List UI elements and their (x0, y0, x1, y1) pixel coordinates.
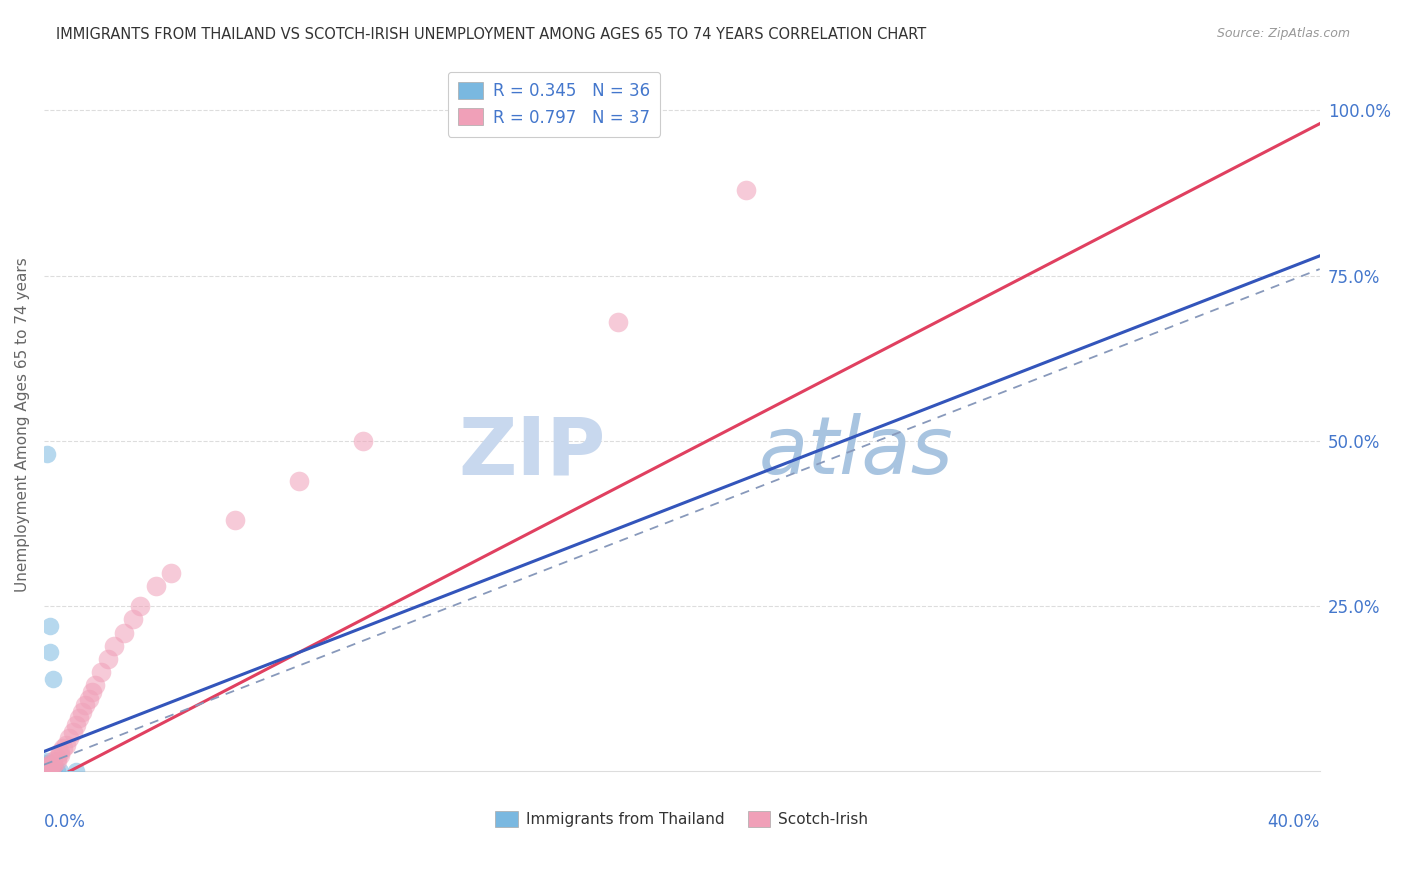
Point (32, 763, 55, 777)
Point (35, 763, 58, 777)
Point (35, 763, 58, 777)
Point (35, 761, 58, 775)
Point (35, 756, 58, 771)
Point (607, 315, 630, 329)
Point (39, 764, 62, 778)
Point (80, 685, 103, 699)
Point (39, 760, 62, 774)
Point (35, 447, 58, 461)
Point (35, 764, 58, 778)
Text: atlas: atlas (758, 413, 953, 491)
Point (77, 691, 100, 706)
Point (112, 625, 135, 640)
Point (35, 762, 58, 776)
Point (58, 731, 80, 746)
Point (65, 718, 87, 732)
Point (145, 579, 167, 593)
Point (49, 745, 72, 759)
Legend: Immigrants from Thailand, Scotch-Irish: Immigrants from Thailand, Scotch-Irish (489, 805, 875, 833)
Point (52, 741, 75, 756)
Point (35, 759, 58, 773)
Point (65, 764, 87, 778)
Point (39, 761, 62, 775)
Point (42, 763, 65, 777)
Point (39, 760, 62, 774)
Point (224, 513, 246, 527)
Point (32, 760, 55, 774)
Point (39, 764, 62, 778)
Point (42, 755, 65, 769)
Text: 40.0%: 40.0% (1267, 813, 1320, 831)
Point (39, 760, 62, 774)
Point (32, 759, 55, 773)
Point (39, 760, 62, 774)
Text: 0.0%: 0.0% (44, 813, 86, 831)
Y-axis label: Unemployment Among Ages 65 to 74 years: Unemployment Among Ages 65 to 74 years (15, 257, 30, 591)
Point (42, 764, 65, 778)
Point (75, 698, 97, 713)
Point (67, 711, 90, 725)
Point (39, 758, 62, 772)
Point (128, 599, 150, 614)
Point (35, 761, 58, 775)
Point (45, 751, 67, 765)
Point (39, 619, 62, 633)
Point (32, 764, 55, 778)
Point (35, 758, 58, 772)
Point (42, 672, 65, 686)
Point (97, 652, 120, 666)
Point (49, 747, 72, 762)
Text: Source: ZipAtlas.com: Source: ZipAtlas.com (1216, 27, 1350, 40)
Point (35, 760, 58, 774)
Point (35, 764, 58, 778)
Point (39, 764, 62, 778)
Point (32, 763, 55, 777)
Point (122, 612, 145, 626)
Point (62, 724, 84, 739)
Point (42, 757, 65, 772)
Point (352, 434, 374, 448)
Point (42, 757, 65, 772)
Point (288, 474, 311, 488)
Point (35, 755, 58, 769)
Text: ZIP: ZIP (458, 413, 605, 491)
Point (45, 755, 67, 769)
Point (39, 645, 62, 659)
Point (55, 738, 77, 752)
Text: IMMIGRANTS FROM THAILAND VS SCOTCH-IRISH UNEMPLOYMENT AMONG AGES 65 TO 74 YEARS : IMMIGRANTS FROM THAILAND VS SCOTCH-IRISH… (56, 27, 927, 42)
Point (49, 764, 72, 778)
Point (39, 762, 62, 776)
Point (35, 763, 58, 777)
Point (734, 183, 756, 197)
Point (70, 705, 93, 719)
Point (84, 678, 107, 692)
Point (42, 764, 65, 778)
Point (35, 763, 58, 777)
Point (103, 639, 125, 653)
Point (160, 566, 183, 580)
Point (45, 764, 67, 778)
Point (39, 757, 62, 772)
Point (39, 764, 62, 778)
Point (32, 761, 55, 775)
Point (90, 665, 112, 680)
